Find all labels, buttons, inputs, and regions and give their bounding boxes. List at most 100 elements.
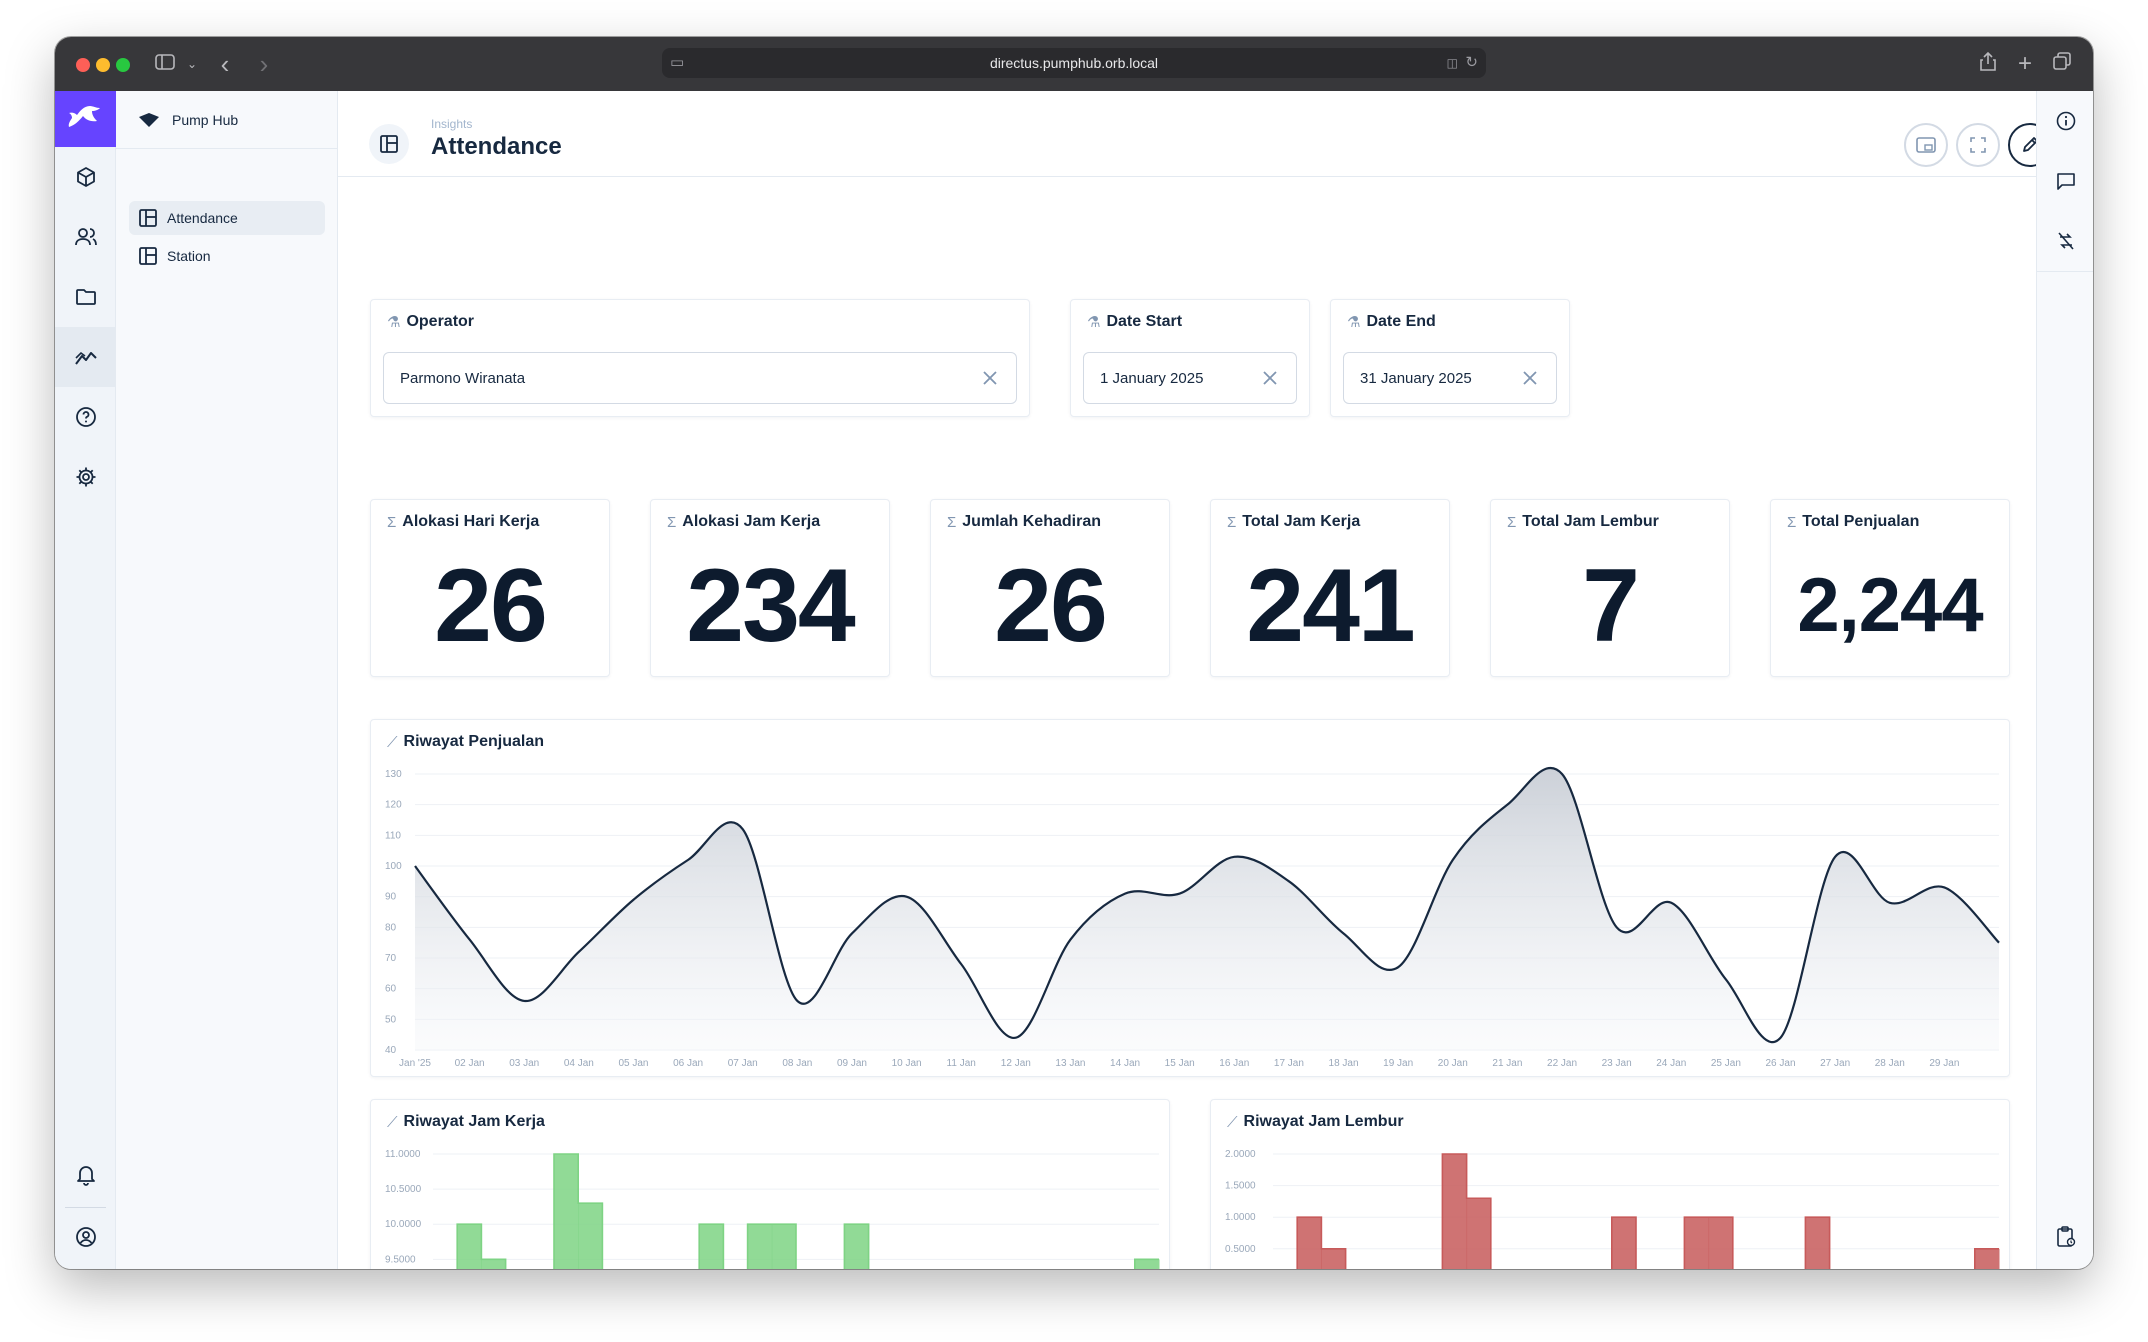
x-tick-label: 22 Jan bbox=[1547, 1058, 1577, 1069]
share-icon[interactable] bbox=[1975, 51, 2001, 77]
metric-panel: Σ Total Penjualan 2,244 bbox=[1770, 499, 2010, 677]
panel-title: Σ Jumlah Kehadiran bbox=[947, 513, 1101, 531]
project-header[interactable]: Pump Hub bbox=[116, 91, 338, 149]
date-end-input[interactable]: 31 January 2025 bbox=[1343, 352, 1557, 404]
url-text: directus.pumphub.orb.local bbox=[989, 55, 1159, 71]
x-tick-label: 09 Jan bbox=[837, 1058, 867, 1069]
x-tick-label: 21 Jan bbox=[1492, 1058, 1522, 1069]
x-tick-label: 25 Jan bbox=[1711, 1058, 1741, 1069]
step-bar bbox=[1321, 1248, 1347, 1269]
x-tick-label: 08 Jan bbox=[782, 1058, 812, 1069]
breadcrumb[interactable]: Insights bbox=[431, 117, 473, 131]
metric-panel: Σ Alokasi Jam Kerja 234 bbox=[650, 499, 890, 677]
trend-icon: ⟋ bbox=[387, 1113, 398, 1131]
nav-item-attendance[interactable]: Attendance bbox=[129, 201, 325, 235]
step-line bbox=[1296, 1153, 1999, 1269]
x-tick-label: 17 Jan bbox=[1274, 1058, 1304, 1069]
content-module-icon[interactable] bbox=[55, 147, 116, 207]
nav-item-station[interactable]: Station bbox=[129, 239, 325, 273]
address-bar[interactable]: ▭ directus.pumphub.orb.local ◫ ↻ bbox=[662, 48, 1486, 78]
metric-value: 26 bbox=[434, 548, 548, 664]
step-bar bbox=[771, 1224, 797, 1269]
info-icon[interactable] bbox=[2037, 91, 2093, 151]
site-settings-icon[interactable]: ▭ bbox=[670, 54, 685, 71]
y-tick-label: 120 bbox=[385, 800, 402, 811]
sigma-icon: Σ bbox=[947, 513, 957, 531]
operator-select[interactable]: Parmono Wiranata bbox=[383, 352, 1017, 404]
comments-icon[interactable] bbox=[2037, 151, 2093, 211]
sigma-icon: Σ bbox=[387, 513, 397, 531]
fullscreen-button[interactable] bbox=[1956, 123, 2000, 167]
step-bar bbox=[747, 1224, 773, 1269]
auto-refresh-button[interactable] bbox=[1904, 123, 1948, 167]
x-tick-label: 11 Jan bbox=[947, 1058, 976, 1069]
x-tick-label: 24 Jan bbox=[1656, 1058, 1686, 1069]
panel-title-text: Jumlah Kehadiran bbox=[962, 513, 1101, 530]
step-bar bbox=[699, 1224, 724, 1269]
chevron-down-icon[interactable]: ⌄ bbox=[186, 57, 198, 71]
y-tick-label: 10.5000 bbox=[385, 1184, 422, 1195]
clear-icon[interactable] bbox=[980, 368, 1000, 388]
metric-panel: Σ Alokasi Hari Kerja 26 bbox=[370, 499, 610, 677]
rail-divider bbox=[65, 1207, 106, 1208]
step-bar bbox=[1708, 1217, 1734, 1269]
sales-history-chart[interactable]: 40 50 60 70 80 90 100 110 120 130 Jan '25 02 Jan 03 … bbox=[371, 720, 2011, 1078]
reload-icon[interactable]: ↻ bbox=[1465, 54, 1478, 71]
step-bar bbox=[1974, 1248, 2000, 1269]
insights-module-icon[interactable] bbox=[55, 327, 116, 387]
y-tick-label: 110 bbox=[385, 830, 401, 841]
close-window-button[interactable] bbox=[76, 58, 90, 72]
sidebar-toggle-icon[interactable] bbox=[152, 51, 178, 77]
minimize-window-button[interactable] bbox=[96, 58, 110, 72]
new-tab-icon[interactable]: + bbox=[2017, 50, 2032, 77]
metric-value: 2,244 bbox=[1797, 563, 1983, 648]
date-start-input[interactable]: 1 January 2025 bbox=[1083, 352, 1297, 404]
x-tick-label: 03 Jan bbox=[509, 1058, 539, 1069]
pencil-icon bbox=[2023, 137, 2038, 152]
help-icon[interactable] bbox=[55, 387, 116, 447]
y-tick-label: 1.0000 bbox=[1225, 1212, 1256, 1223]
forward-icon[interactable]: › bbox=[259, 49, 269, 79]
tabs-overview-icon[interactable] bbox=[2049, 51, 2075, 77]
dashboard-icon bbox=[139, 247, 157, 265]
notifications-bell-icon[interactable] bbox=[55, 1145, 116, 1205]
dashboard-icon bbox=[139, 209, 157, 227]
panel-title-text: Total Jam Kerja bbox=[1242, 513, 1361, 530]
panel-title: ⟋ Riwayat Jam Kerja bbox=[387, 1113, 545, 1131]
translate-icon[interactable]: ◫ bbox=[1446, 56, 1458, 70]
sync-off-icon[interactable] bbox=[2037, 211, 2093, 271]
step-bar bbox=[554, 1154, 579, 1269]
metric-panel: Σ Total Jam Kerja 241 bbox=[1210, 499, 1450, 677]
users-module-icon[interactable] bbox=[55, 207, 116, 267]
clear-icon[interactable] bbox=[1260, 368, 1280, 388]
panel-title-text: Total Penjualan bbox=[1802, 513, 1920, 530]
clear-icon[interactable] bbox=[1520, 368, 1540, 388]
trend-icon: ⟋ bbox=[387, 733, 398, 751]
sidebar-divider bbox=[2037, 271, 2093, 272]
fullscreen-icon bbox=[1970, 137, 1986, 153]
clipboard-icon[interactable] bbox=[2037, 1207, 2093, 1267]
panel-title: Σ Alokasi Hari Kerja bbox=[387, 513, 539, 531]
panel-title-text: Total Jam Lembur bbox=[1522, 513, 1659, 530]
files-module-icon[interactable] bbox=[55, 267, 116, 327]
panel-title-text: Alokasi Hari Kerja bbox=[402, 513, 540, 530]
y-tick-label: 1.5000 bbox=[1225, 1181, 1256, 1192]
sigma-icon: Σ bbox=[1787, 513, 1797, 531]
step-bar bbox=[1442, 1154, 1468, 1269]
user-avatar-icon[interactable] bbox=[55, 1207, 116, 1267]
back-icon[interactable]: ‹ bbox=[220, 49, 230, 79]
sales-area bbox=[415, 767, 1999, 1050]
settings-gear-icon[interactable] bbox=[55, 447, 116, 507]
panel-title-text: Alokasi Jam Kerja bbox=[682, 513, 821, 530]
y-tick-label: 100 bbox=[385, 861, 402, 872]
y-tick-label: 11.0000 bbox=[385, 1149, 421, 1160]
directus-logo[interactable] bbox=[55, 91, 116, 147]
step-bar bbox=[1466, 1198, 1492, 1269]
zoom-window-button[interactable] bbox=[116, 58, 130, 72]
x-tick-label: 28 Jan bbox=[1875, 1058, 1905, 1069]
x-tick-label: 06 Jan bbox=[673, 1058, 703, 1069]
x-tick-label: 19 Jan bbox=[1383, 1058, 1413, 1069]
y-tick-label: 40 bbox=[385, 1045, 397, 1056]
